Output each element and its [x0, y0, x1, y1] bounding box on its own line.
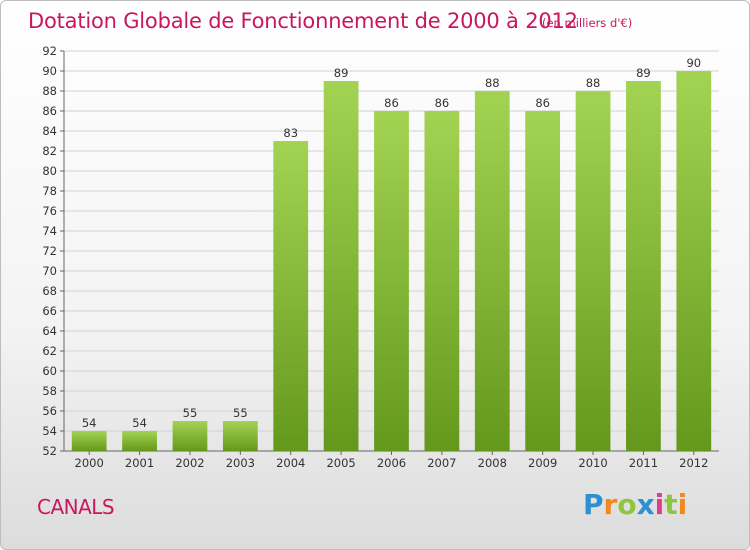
- bar-value-label: 89: [636, 66, 651, 80]
- x-tick-label: 2006: [377, 456, 406, 470]
- bar: [525, 111, 561, 451]
- bar-value-label: 55: [183, 406, 198, 420]
- logo-letter: r: [603, 488, 618, 521]
- x-tick-label: 2011: [629, 456, 658, 470]
- y-tick-label: 92: [42, 44, 57, 58]
- x-tick-label: 2009: [528, 456, 557, 470]
- bar: [676, 71, 712, 451]
- bar-value-label: 55: [233, 406, 248, 420]
- y-tick-label: 66: [42, 304, 57, 318]
- y-tick-label: 68: [42, 284, 57, 298]
- logo-letter: t: [664, 488, 678, 521]
- x-tick-label: 2007: [427, 456, 456, 470]
- bar: [474, 91, 510, 451]
- y-tick-label: 52: [42, 444, 57, 458]
- bar: [575, 91, 611, 451]
- x-tick-label: 2001: [125, 456, 154, 470]
- bar-value-label: 88: [485, 76, 500, 90]
- x-tick-label: 2008: [478, 456, 507, 470]
- bar-value-label: 88: [586, 76, 601, 90]
- bar: [374, 111, 409, 451]
- logo-letter: o: [617, 488, 637, 521]
- bar-value-label: 86: [435, 96, 450, 110]
- y-tick-label: 84: [42, 124, 57, 138]
- bar: [71, 431, 107, 451]
- bar-value-label: 54: [132, 416, 147, 430]
- logo-letter: i: [677, 488, 688, 521]
- bar: [424, 111, 460, 451]
- chart-subtitle: (en milliers d'€): [542, 16, 633, 30]
- y-tick-label: 72: [42, 244, 57, 258]
- y-tick-label: 88: [42, 84, 57, 98]
- bar: [273, 141, 309, 451]
- logo-letter: i: [654, 488, 665, 521]
- bar: [172, 421, 208, 451]
- bar: [626, 81, 661, 451]
- y-tick-label: 54: [42, 424, 57, 438]
- labels: 52 54 56 58 60 62 64 66 68 70 72 74 76 78 80 82 84 86 88 90…: [42, 44, 708, 470]
- y-tick-label: 62: [42, 344, 57, 358]
- y-tick-label: 58: [42, 384, 57, 398]
- x-tick-label: 2012: [679, 456, 708, 470]
- y-tick-label: 60: [42, 364, 57, 378]
- y-tick-label: 86: [42, 104, 57, 118]
- y-tick-label: 76: [42, 204, 57, 218]
- x-tick-label: 2005: [326, 456, 355, 470]
- logo-letter: P: [583, 488, 604, 521]
- y-tick-label: 64: [42, 324, 57, 338]
- x-tick-label: 2010: [578, 456, 607, 470]
- bar-value-label: 86: [535, 96, 550, 110]
- bars: [71, 71, 712, 451]
- x-tick-label: 2003: [226, 456, 255, 470]
- y-tick-label: 56: [42, 404, 57, 418]
- y-tick-label: 82: [42, 144, 57, 158]
- proxiti-logo[interactable]: Proxiti: [583, 488, 687, 521]
- y-tick-label: 74: [42, 224, 57, 238]
- bar-value-label: 89: [334, 66, 349, 80]
- y-tick-label: 70: [42, 264, 57, 278]
- bar-value-label: 83: [283, 126, 298, 140]
- chart-title: Dotation Globale de Fonctionnement de 20…: [28, 9, 578, 33]
- x-tick-label: 2004: [276, 456, 305, 470]
- bar-value-label: 86: [384, 96, 399, 110]
- x-tick-label: 2002: [175, 456, 204, 470]
- bar: [222, 421, 258, 451]
- y-tick-label: 90: [42, 64, 57, 78]
- bar-value-label: 54: [82, 416, 97, 430]
- x-tick-label: 2000: [75, 456, 104, 470]
- bar-value-label: 90: [686, 56, 701, 70]
- commune-name: CANALS: [37, 495, 115, 519]
- logo-letter: x: [636, 488, 655, 521]
- bar: [122, 431, 157, 451]
- y-tick-label: 80: [42, 164, 57, 178]
- y-tick-label: 78: [42, 184, 57, 198]
- bar: [323, 81, 359, 451]
